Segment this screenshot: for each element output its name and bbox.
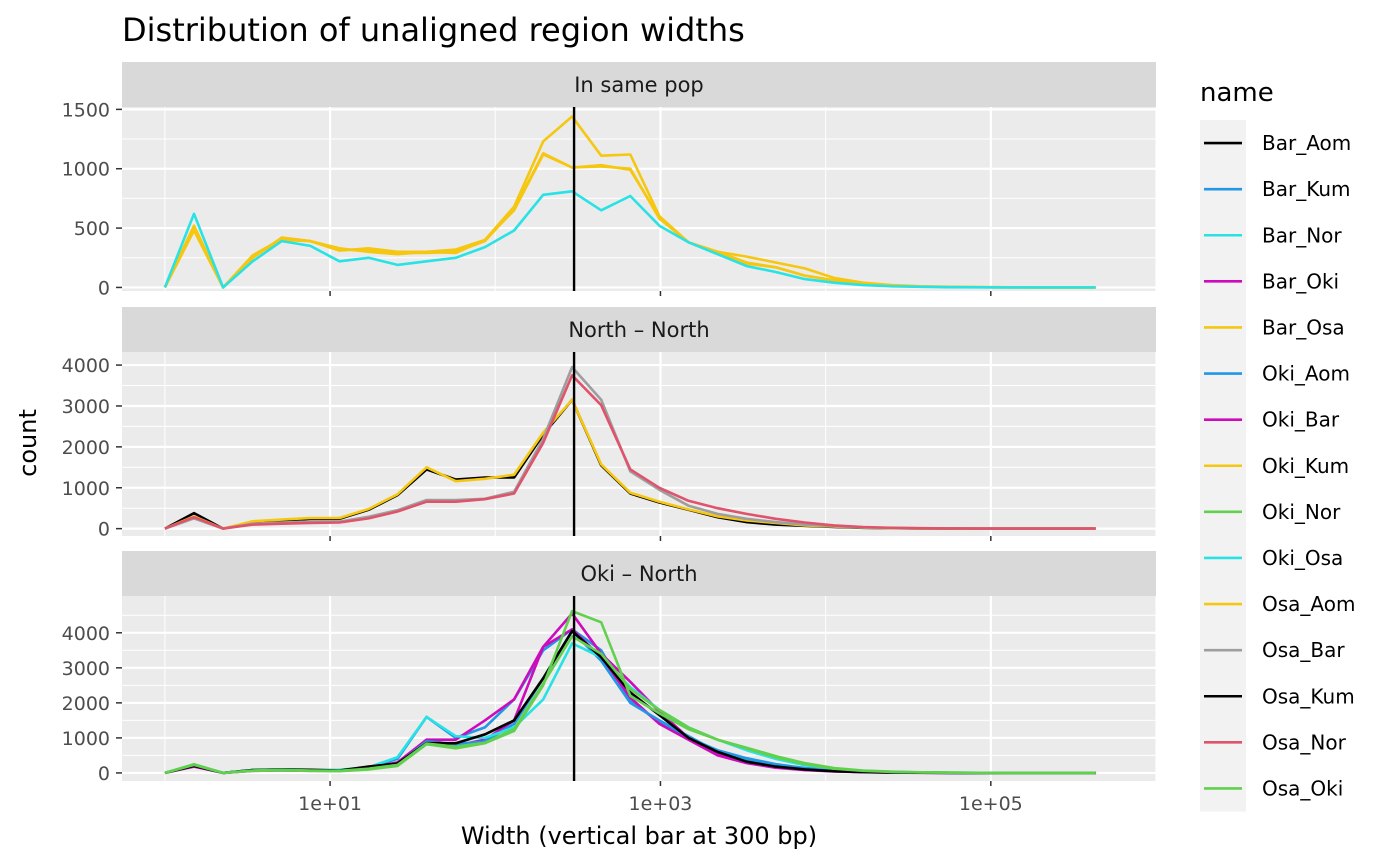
- chart-title: Distribution of unaligned region widths: [122, 11, 745, 49]
- x-tick-label: 1e+01: [298, 793, 362, 815]
- facet-strip-label: In same pop: [574, 73, 704, 97]
- legend-label: Bar_Nor: [1262, 223, 1342, 247]
- y-tick-label: 500: [74, 218, 110, 240]
- x-tick-label: 1e+03: [629, 793, 693, 815]
- y-tick-label: 1500: [62, 99, 110, 121]
- legend-label: Bar_Osa: [1262, 315, 1345, 339]
- legend-label: Bar_Oki: [1262, 269, 1339, 293]
- panel-2: North – North 0 1000 2000 3000 4000: [62, 307, 1157, 541]
- panel-3: Oki – North 0 1000 2000 3000 4000: [62, 551, 1157, 786]
- y-tick-label: 4000: [62, 355, 110, 377]
- legend-title: name: [1200, 78, 1274, 108]
- x-axis-title: Width (vertical bar at 300 bp): [461, 822, 817, 850]
- y-tick-label: 2000: [62, 693, 110, 715]
- series-line-osa-oki: [164, 634, 1096, 775]
- series-line-bar-nor: [163, 190, 1096, 289]
- facet-strip: [122, 62, 1156, 107]
- legend-label: Oki_Aom: [1262, 362, 1350, 386]
- legend-label: Oki_Nor: [1262, 500, 1341, 524]
- y-tick-label: 3000: [62, 658, 110, 680]
- panel-background: [122, 596, 1156, 781]
- y-tick-label: 0: [98, 763, 110, 785]
- panels: In same pop 0 500 1000 1500 North – North 0 100…: [62, 62, 1157, 815]
- y-tick-label: 1000: [62, 159, 110, 181]
- legend-label: Oki_Kum: [1262, 454, 1349, 478]
- legend-label: Oki_Osa: [1262, 546, 1343, 570]
- panel-background: [122, 352, 1156, 536]
- series-line-osa-nor: [164, 373, 1096, 530]
- y-axis-title: count: [14, 409, 42, 477]
- y-tick-label: 2000: [62, 437, 110, 459]
- legend-label: Osa_Kum: [1262, 684, 1355, 708]
- legend-label: Bar_Aom: [1262, 131, 1351, 155]
- facet-strip-label: Oki – North: [580, 562, 697, 586]
- y-tick-label: 1000: [62, 478, 110, 500]
- y-tick-label: 0: [98, 519, 110, 541]
- legend: name Bar_Aom Bar_Kum Bar_Nor Bar_Oki Bar_Osa…: [1200, 78, 1355, 812]
- facet-strip: [122, 307, 1156, 352]
- facet-strip-label: North – North: [568, 318, 709, 342]
- y-tick-label: 4000: [62, 623, 110, 645]
- x-tick-label: 1e+05: [959, 793, 1023, 815]
- legend-label: Bar_Kum: [1262, 177, 1350, 201]
- panel-1: In same pop 0 500 1000 1500: [62, 62, 1157, 299]
- y-tick-label: 3000: [62, 396, 110, 418]
- legend-label: Osa_Aom: [1262, 592, 1355, 616]
- legend-label: Osa_Oki: [1262, 776, 1343, 800]
- y-tick-label: 0: [98, 277, 110, 299]
- y-tick-label: 1000: [62, 728, 110, 750]
- legend-label: Osa_Bar: [1262, 638, 1345, 662]
- legend-label: Osa_Nor: [1262, 730, 1347, 754]
- facet-strip: [122, 551, 1156, 596]
- panel-background: [122, 107, 1156, 291]
- legend-label: Oki_Bar: [1262, 408, 1340, 432]
